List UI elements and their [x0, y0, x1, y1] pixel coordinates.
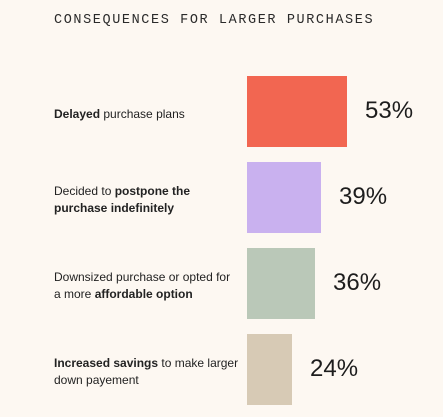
value-label: 36% [333, 268, 382, 296]
bar [247, 248, 315, 319]
bar [247, 162, 321, 233]
value-label: 39% [339, 182, 388, 210]
bar [247, 334, 292, 405]
category-label: Decided to postpone the purchase indefin… [54, 184, 191, 215]
chart-title: CONSEQUENCES FOR LARGER PURCHASES [54, 13, 375, 28]
category-label: Increased savings to make larger down pa… [54, 356, 239, 387]
category-label: Downsized purchase or opted for a more a… [54, 270, 231, 301]
category-label: Delayed purchase plans [54, 107, 185, 121]
value-label: 53% [365, 96, 414, 124]
bar [247, 76, 347, 147]
value-label: 24% [310, 354, 359, 382]
